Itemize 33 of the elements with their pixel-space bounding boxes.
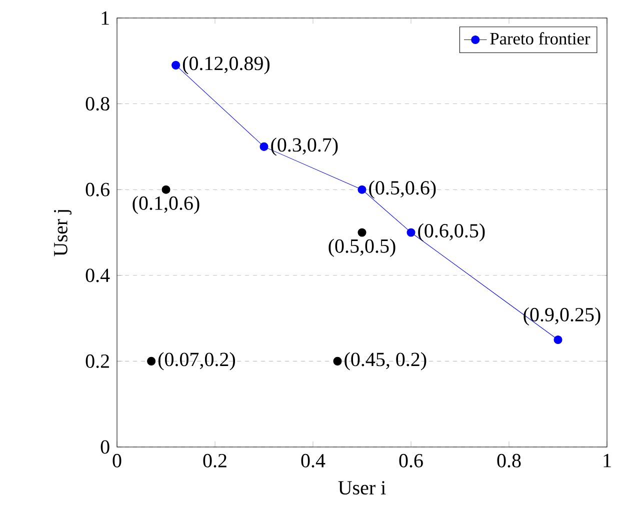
y-tick-label: 0.2 (86, 354, 109, 368)
point (406, 228, 416, 237)
data-label: (0.5,0.6) (369, 180, 436, 199)
y-tick-label: 0.4 (86, 268, 110, 282)
data-label: (0.1,0.6) (132, 196, 200, 214)
x-tick-label: 0 (112, 454, 122, 468)
y-tick-label: 0 (100, 440, 110, 454)
data-label: (0.12,0.89) (182, 56, 270, 74)
data-label: (0.9,0.25) (524, 307, 600, 326)
data-label: (0.45, 0.2) (344, 352, 426, 370)
data-label: (0.3,0.7) (271, 138, 338, 156)
x-tick-label: 0.4 (301, 454, 326, 468)
x-axis-title: User i (338, 481, 386, 495)
legend-label: Pareto frontier (490, 32, 590, 45)
data-label: (0.6,0.5) (418, 223, 485, 242)
x-tick-label: 0.2 (203, 454, 226, 468)
y-tick-label: 0.6 (86, 182, 110, 196)
point (554, 335, 562, 344)
y-tick-label: 0.8 (86, 96, 110, 111)
x-tick-label: 0.6 (399, 454, 423, 468)
x-tick-label: 1 (604, 454, 611, 468)
y-tick-label: 1 (102, 11, 109, 25)
x-tick-label: 0.8 (497, 454, 521, 468)
point (358, 228, 366, 237)
point (162, 185, 170, 194)
point (358, 185, 366, 194)
data-label: (0.5,0.5) (328, 238, 396, 257)
y-axis-title: User j (54, 210, 72, 256)
point (333, 356, 342, 366)
data-label: (0.07,0.2) (158, 352, 236, 370)
point (147, 356, 156, 366)
point (172, 60, 180, 70)
point (260, 142, 268, 151)
